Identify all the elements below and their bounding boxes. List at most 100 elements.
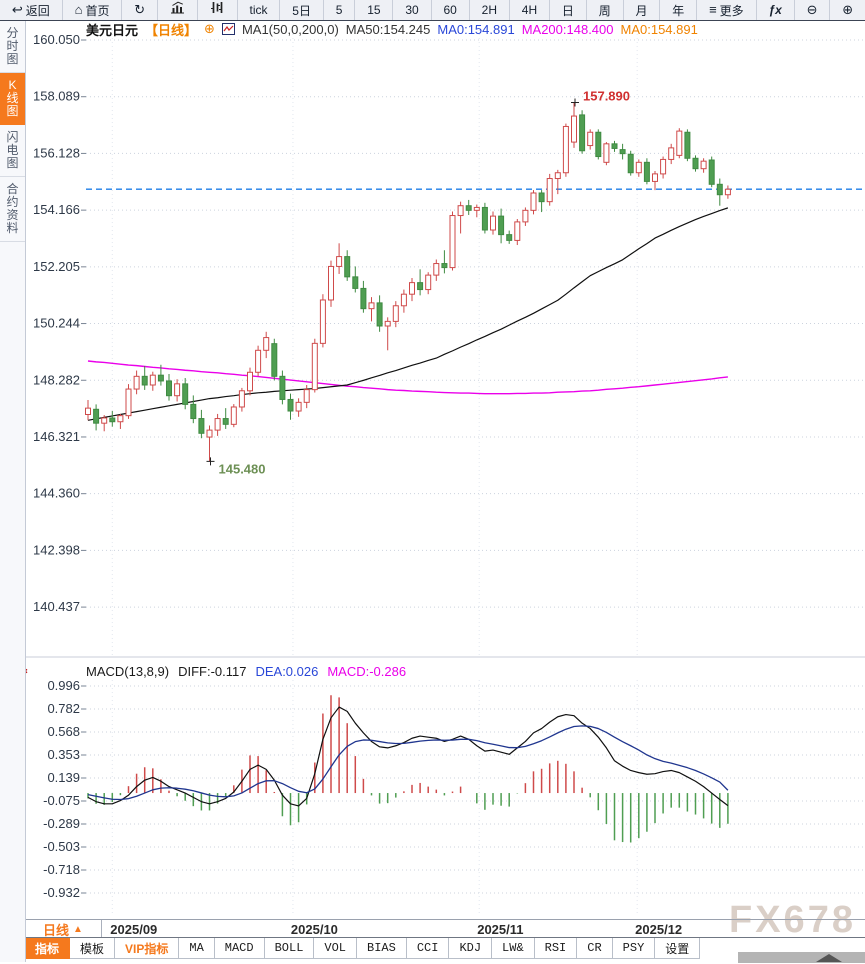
svg-text:0.353: 0.353 — [47, 747, 80, 762]
macd-diff-value: DIFF:-0.117 — [178, 664, 247, 679]
svg-text:-0.289: -0.289 — [43, 816, 80, 831]
svg-text:-0.932: -0.932 — [43, 885, 80, 900]
ma-params: MA1(50,0,200,0) — [241, 21, 339, 37]
chevron-up-icon: ▲ — [73, 923, 83, 935]
tab-rsi[interactable]: RSI — [534, 938, 578, 959]
tab-cr[interactable]: CR — [577, 938, 613, 959]
svg-text:154.166: 154.166 — [33, 202, 80, 217]
tab-vol[interactable]: VOL — [314, 938, 358, 959]
toolbar-button-h4[interactable]: 4H — [510, 0, 550, 20]
sidebar-item-candle-chart[interactable]: K 线 图 — [0, 73, 25, 125]
sidebar-item-time-chart[interactable]: 分 时 图 — [0, 21, 25, 73]
svg-text:0.568: 0.568 — [47, 724, 80, 739]
indicator-tabbar: 指标 模板 VIP指标 MA MACD BOLL VOL BIAS CCI KDJ LW& RSI CR… — [25, 937, 865, 959]
tab-kdj[interactable]: KDJ — [449, 938, 493, 959]
toolbar-button-chart-type-candle[interactable] — [198, 0, 238, 20]
svg-text:0.139: 0.139 — [47, 770, 80, 785]
macd-header: MACD(13,8,9) DIFF:-0.117 DEA:0.026 MACD:… — [86, 664, 406, 679]
svg-text:150.244: 150.244 — [33, 316, 80, 331]
xaxis-month-label: 2025/10 — [290, 922, 338, 937]
toolbar-button-zoom-in[interactable]: ⊕ — [830, 0, 865, 20]
toolbar-button-week[interactable]: 周 — [587, 0, 624, 20]
svg-text:152.205: 152.205 — [33, 259, 80, 274]
symbol-name: 美元日元 — [86, 22, 139, 38]
toolbar-button-label: 更多 — [719, 3, 744, 18]
tab-macd[interactable]: MACD — [214, 938, 265, 959]
svg-text:0.782: 0.782 — [47, 701, 80, 716]
back-arrow-icon: ↩ — [11, 2, 23, 17]
toolbar-button-label: 周 — [598, 3, 611, 18]
ma0-value-orange: MA0:154.891 — [620, 21, 698, 37]
svg-text:140.437: 140.437 — [33, 599, 80, 614]
tab-vip-indicators[interactable]: VIP指标 — [115, 938, 180, 959]
toolbar-button-refresh[interactable]: ↻ — [122, 0, 159, 20]
toolbar-button-back[interactable]: ↩ 返回 — [0, 0, 63, 20]
toolbar-button-label: 首页 — [85, 3, 110, 18]
svg-text:146.321: 146.321 — [33, 429, 80, 444]
toolbar-button-label: ƒx — [768, 3, 782, 17]
toolbar-button-zoom-out[interactable]: ⊖ — [795, 0, 831, 20]
svg-text:158.089: 158.089 — [33, 89, 80, 104]
toolbar-button-label: 60 — [443, 3, 457, 17]
tab-lwr[interactable]: LW& — [492, 938, 535, 959]
tab-templates[interactable]: 模板 — [70, 938, 116, 959]
period-selector-label: 日线 — [43, 922, 70, 938]
tab-boll[interactable]: BOLL — [264, 938, 315, 959]
toolbar-button-m60[interactable]: 60 — [432, 0, 470, 20]
toolbar-button-label: 5 — [335, 3, 343, 17]
toolbar-button-label: 30 — [405, 3, 419, 17]
zoom-out-icon: ⊖ — [806, 2, 818, 17]
tab-psy[interactable]: PSY — [612, 938, 656, 959]
tab-indicators[interactable]: 指标 — [25, 938, 71, 959]
toolbar-button-m5[interactable]: 5 — [324, 0, 356, 20]
add-compare-icon[interactable]: ⊕ — [204, 21, 215, 36]
svg-text:145.480: 145.480 — [219, 461, 266, 476]
toolbar-button-label: 15 — [367, 3, 381, 17]
horizontal-scrollbar[interactable] — [738, 952, 865, 963]
toolbar-button-label: 返回 — [25, 3, 50, 18]
toolbar-button-m15[interactable]: 15 — [355, 0, 394, 20]
tab-settings[interactable]: 设置 — [655, 938, 701, 959]
sidebar-item-lightning-chart[interactable]: 闪 电 图 — [0, 125, 25, 177]
line-chart-icon[interactable] — [221, 23, 235, 35]
toolbar-button-fx[interactable]: ƒx — [757, 0, 795, 20]
svg-text:0.996: 0.996 — [47, 678, 80, 693]
macd-value: MACD:-0.286 — [327, 664, 407, 679]
xaxis-month-label: 2025/12 — [635, 922, 683, 937]
macd-title: MACD(13,8,9) — [86, 664, 170, 679]
toolbar-button-chart-type-bar[interactable] — [158, 0, 198, 20]
toolbar-button-5d[interactable]: 5日 — [280, 0, 324, 20]
sidebar-item-contract-info[interactable]: 合 约 资 料 — [0, 177, 25, 242]
svg-text:-0.718: -0.718 — [43, 862, 80, 877]
toolbar-button-tick[interactable]: tick — [238, 0, 281, 20]
xaxis-month-label: 2025/09 — [110, 922, 158, 937]
svg-text:160.050: 160.050 — [33, 32, 80, 47]
refresh-icon: ↻ — [134, 2, 146, 17]
tab-ma[interactable]: MA — [179, 938, 215, 959]
toolbar-button-home[interactable]: ⌂ 首页 — [63, 0, 123, 20]
tab-cci[interactable]: CCI — [406, 938, 450, 959]
period-selector[interactable]: 日线 ▲ — [25, 920, 102, 938]
svg-text:156.128: 156.128 — [33, 145, 80, 160]
zoom-in-icon: ⊕ — [842, 2, 854, 17]
toolbar-button-more[interactable]: ≡ 更多 — [697, 0, 757, 20]
home-icon: ⌂ — [74, 2, 83, 17]
chart-header: 美元日元 【日线】 ⊕ MA1(50,0,200,0) MA50:154.245… — [86, 21, 698, 38]
toolbar-button-label: 2H — [481, 3, 497, 17]
toolbar-button-label: tick — [249, 3, 268, 17]
toolbar-button-year[interactable]: 年 — [660, 0, 698, 20]
bar-chart-icon — [170, 0, 185, 20]
svg-text:142.398: 142.398 — [33, 542, 80, 557]
tab-bias[interactable]: BIAS — [357, 938, 407, 959]
toolbar-button-h2[interactable]: 2H — [470, 0, 510, 20]
svg-text:-0.503: -0.503 — [43, 839, 80, 854]
toolbar-button-label: 月 — [635, 3, 648, 18]
toolbar-button-m30[interactable]: 30 — [393, 0, 432, 20]
toolbar-button-day[interactable]: 日 — [550, 0, 587, 20]
toolbar-button-month[interactable]: 月 — [624, 0, 661, 20]
toolbar-button-label: 4H — [521, 3, 538, 17]
toolbar-button-label: 年 — [672, 3, 685, 18]
